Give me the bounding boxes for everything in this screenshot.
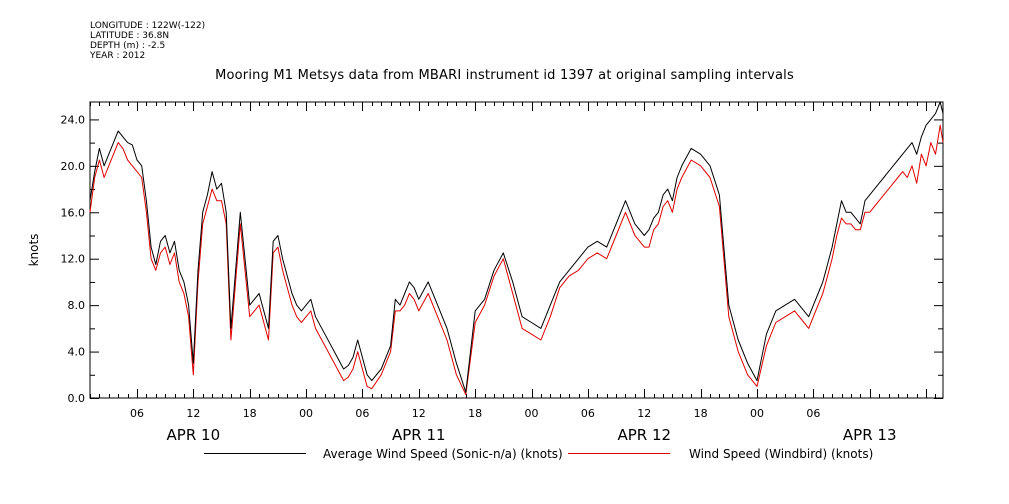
y-tick-label: 20.0 [61,160,86,173]
x-tick-label: 00 [299,407,313,420]
y-tick-label: 0.0 [68,392,86,405]
series-line-average-wind-speed [89,101,944,393]
x-day-label: APR 12 [617,426,671,444]
y-tick-label: 12.0 [61,253,86,266]
x-day-label: APR 13 [843,426,897,444]
x-day-label: APR 10 [167,426,221,444]
x-tick-label: 18 [243,407,257,420]
x-tick-label: 06 [806,407,820,420]
plot-frame [89,101,944,399]
series-line-windbird-wind-speed [89,124,944,395]
y-axis-label: knots [27,234,41,267]
longitude-label: LONGITUDE : 122W(-122) [90,21,206,31]
y-tick-label: 16.0 [61,206,86,219]
year-label: YEAR : 2012 [90,51,146,61]
y-tick-label: 4.0 [68,346,86,359]
latitude-label: LATITUDE : 36.8N [90,31,170,41]
x-tick-label: 18 [468,407,482,420]
x-day-label: APR 11 [392,426,446,444]
y-tick-label: 8.0 [68,299,86,312]
chart-title: Mooring M1 Metsys data from MBARI instru… [215,68,794,83]
metadata-block: LONGITUDE : 122W(-122) LATITUDE : 36.8N … [90,21,205,61]
legend-label-avg: Average Wind Speed (Sonic-n/a) (knots) [323,447,563,461]
x-tick-label: 18 [694,407,708,420]
series-lines [89,101,944,395]
x-tick-label: 06 [581,407,595,420]
axis-labels: 0.0 4.0 8.0 12.0 16.0 20.0 24.0 knots 06 12 18 00 06… [27,113,897,444]
x-tick-label: 12 [637,407,651,420]
x-tick-label: 00 [525,407,539,420]
y-tick-label: 24.0 [61,113,86,126]
legend: Average Wind Speed (Sonic-n/a) (knots) W… [0,447,1009,463]
x-tick-label: 00 [750,407,764,420]
x-tick-label: 06 [130,407,144,420]
x-tick-label: 12 [186,407,200,420]
depth-label: DEPTH (m) : -2.5 [90,41,166,51]
axes [89,101,944,399]
legend-line-windbird [568,453,670,454]
legend-label-windbird: Wind Speed (Windbird) (knots) [689,447,874,461]
legend-line-avg [204,453,306,454]
x-tick-label: 06 [355,407,369,420]
x-tick-label: 12 [412,407,426,420]
